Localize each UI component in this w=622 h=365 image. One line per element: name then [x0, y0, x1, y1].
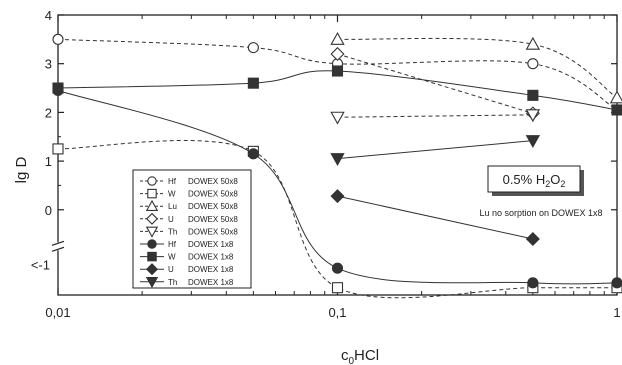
- data-point: [525, 135, 541, 149]
- data-point: [330, 153, 345, 167]
- series-w-dowex-1x8: [52, 65, 622, 116]
- legend-label-element: W: [168, 253, 176, 262]
- series-line: [57, 140, 617, 299]
- data-point: [525, 109, 541, 123]
- data-point: [331, 65, 344, 77]
- series-line: [57, 90, 618, 285]
- legend-label-element: Th: [168, 227, 177, 236]
- y-axis-break-mark: [51, 240, 65, 246]
- annotation-box: 0.5% H2O2: [487, 165, 584, 196]
- legend-label-resin: DOWEX 50x8: [188, 227, 238, 236]
- data-point: [52, 33, 64, 45]
- legend-marker: [145, 277, 159, 289]
- legend-label-element: W: [168, 190, 176, 199]
- x-tick-label: 0,01: [45, 305, 70, 320]
- series-lu-dowex-50x8: [330, 31, 622, 104]
- data-point: [609, 90, 622, 104]
- legend-marker: [145, 212, 159, 225]
- series-th-dowex-50x8: [330, 109, 541, 125]
- legend: Hf DOWEX 50x8 W DOWEX 50x8 Lu DOWEX 50x8 U DOWE…: [132, 169, 252, 289]
- series-layer: [52, 31, 622, 299]
- legend-marker: [147, 251, 157, 262]
- data-point: [247, 77, 259, 89]
- data-point: [527, 277, 539, 289]
- legend-label-resin: DOWEX 50x8: [188, 202, 238, 211]
- data-point: [330, 111, 345, 125]
- data-point: [611, 277, 622, 289]
- legend-marker: [145, 199, 159, 211]
- annotation-box-frame: [487, 165, 581, 193]
- legend-label-element: U: [168, 265, 174, 274]
- data-point: [330, 189, 345, 204]
- legend-label-resin: DOWEX 50x8: [188, 215, 238, 224]
- data-point: [330, 46, 345, 61]
- series-line: [337, 114, 533, 118]
- x-tick-label: 0,1: [328, 305, 346, 320]
- legend-label-element: Th: [168, 278, 177, 287]
- data-point: [525, 36, 541, 50]
- series-line: [337, 140, 533, 160]
- annotation-box-text: 0.5% H2O2: [503, 172, 566, 189]
- series-th-dowex-1x8: [330, 135, 541, 167]
- legend-label-element: Hf: [168, 177, 177, 186]
- data-point: [525, 231, 540, 247]
- y-tick-label: 1: [45, 154, 52, 169]
- legend-marker: [145, 263, 159, 276]
- legend-label-resin: DOWEX 50x8: [188, 177, 238, 186]
- legend-marker: [147, 239, 157, 249]
- y-tick-label: 4: [45, 8, 52, 23]
- series-line: [337, 195, 533, 240]
- y-tick-label: 2: [45, 105, 52, 120]
- legend-label-resin: DOWEX 1x8: [188, 240, 234, 249]
- y-tick-label: 3: [45, 57, 52, 72]
- axes: 0 1 2 3 4 <-1 0,01 0,1 1: [31, 8, 621, 320]
- y-axis-title: lg D: [13, 157, 30, 184]
- y-break-label: <-1: [31, 257, 50, 272]
- data-point: [527, 89, 539, 101]
- y-axis-break-mark: [51, 246, 65, 252]
- data-point: [52, 82, 64, 94]
- series-line: [337, 37, 618, 99]
- series-u-dowex-50x8: [330, 46, 540, 121]
- legend-label-element: Lu: [168, 202, 177, 211]
- data-point: [247, 148, 259, 160]
- y-axis-break-gap: [54, 242, 62, 251]
- x-axis-title: c0HCl: [341, 347, 379, 365]
- legend-marker: [147, 188, 157, 199]
- data-point: [331, 262, 344, 274]
- legend-label-element: U: [168, 215, 174, 224]
- data-point: [52, 143, 64, 155]
- legend-label-resin: DOWEX 1x8: [188, 265, 234, 274]
- y-tick-label: 0: [45, 203, 52, 218]
- legend-marker: [147, 176, 157, 186]
- legend-marker: [145, 226, 159, 238]
- series-line: [337, 53, 534, 114]
- data-point: [247, 42, 259, 54]
- data-point: [611, 104, 622, 116]
- annotation-note: Lu no sorption on DOWEX 1x8: [479, 208, 602, 218]
- legend-label-element: Hf: [168, 240, 177, 249]
- x-tick-label: 1: [613, 305, 620, 320]
- legend-label-resin: DOWEX 1x8: [188, 253, 234, 262]
- legend-label-resin: DOWEX 1x8: [188, 278, 234, 287]
- series-u-dowex-1x8: [330, 189, 540, 247]
- data-point: [330, 31, 345, 45]
- legend-label-resin: DOWEX 50x8: [188, 190, 238, 199]
- data-point: [331, 282, 344, 294]
- data-point: [527, 58, 539, 70]
